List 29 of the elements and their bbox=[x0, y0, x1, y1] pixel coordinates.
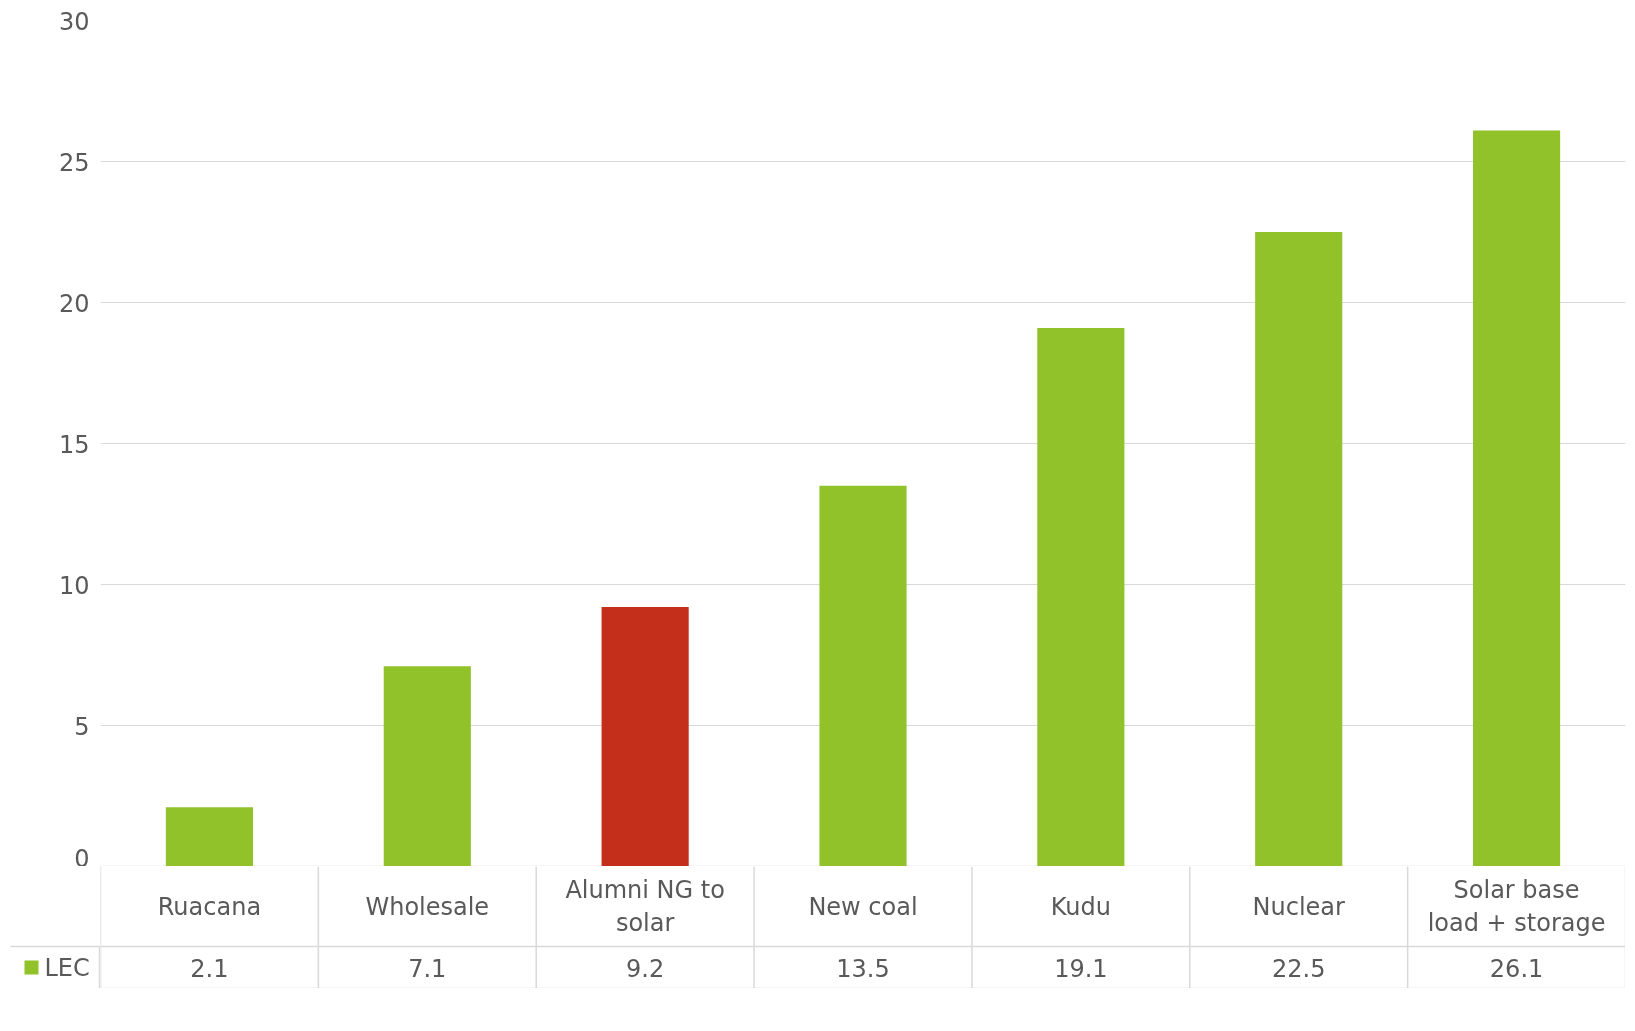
bar bbox=[1255, 232, 1343, 866]
data-label: 7.1 bbox=[408, 954, 447, 983]
x-tick-label: New coal bbox=[808, 892, 918, 921]
x-tick-label: Ruacana bbox=[157, 892, 262, 921]
y-tick-label: 30 bbox=[58, 7, 90, 36]
data-label: 19.1 bbox=[1054, 954, 1108, 983]
bar bbox=[383, 666, 471, 866]
x-tick-label: Nuclear bbox=[1252, 892, 1346, 921]
y-tick-label: 0 bbox=[74, 844, 90, 873]
data-label: 2.1 bbox=[190, 954, 229, 983]
bar bbox=[819, 485, 907, 866]
y-tick-label: 25 bbox=[58, 148, 90, 177]
y-tick-label: 10 bbox=[58, 571, 90, 600]
bar bbox=[601, 607, 689, 866]
y-tick-label: 20 bbox=[58, 289, 90, 318]
y-tick-label: 15 bbox=[58, 430, 90, 459]
data-label: 9.2 bbox=[626, 954, 665, 983]
bar bbox=[165, 807, 253, 866]
bar bbox=[1037, 327, 1125, 866]
bar bbox=[1473, 130, 1561, 866]
data-label: 13.5 bbox=[836, 954, 890, 983]
x-tick-label: Alumni NG to solar bbox=[565, 875, 725, 938]
x-tick-label: Wholesale bbox=[365, 892, 490, 921]
data-label: 26.1 bbox=[1489, 954, 1544, 983]
legend-label: LEC bbox=[44, 953, 90, 982]
x-tick-label: Kudu bbox=[1050, 892, 1111, 921]
data-label: 22.5 bbox=[1272, 954, 1326, 983]
x-tick-label: Solar base load + storage bbox=[1427, 875, 1606, 938]
y-tick-label: 5 bbox=[74, 712, 90, 741]
